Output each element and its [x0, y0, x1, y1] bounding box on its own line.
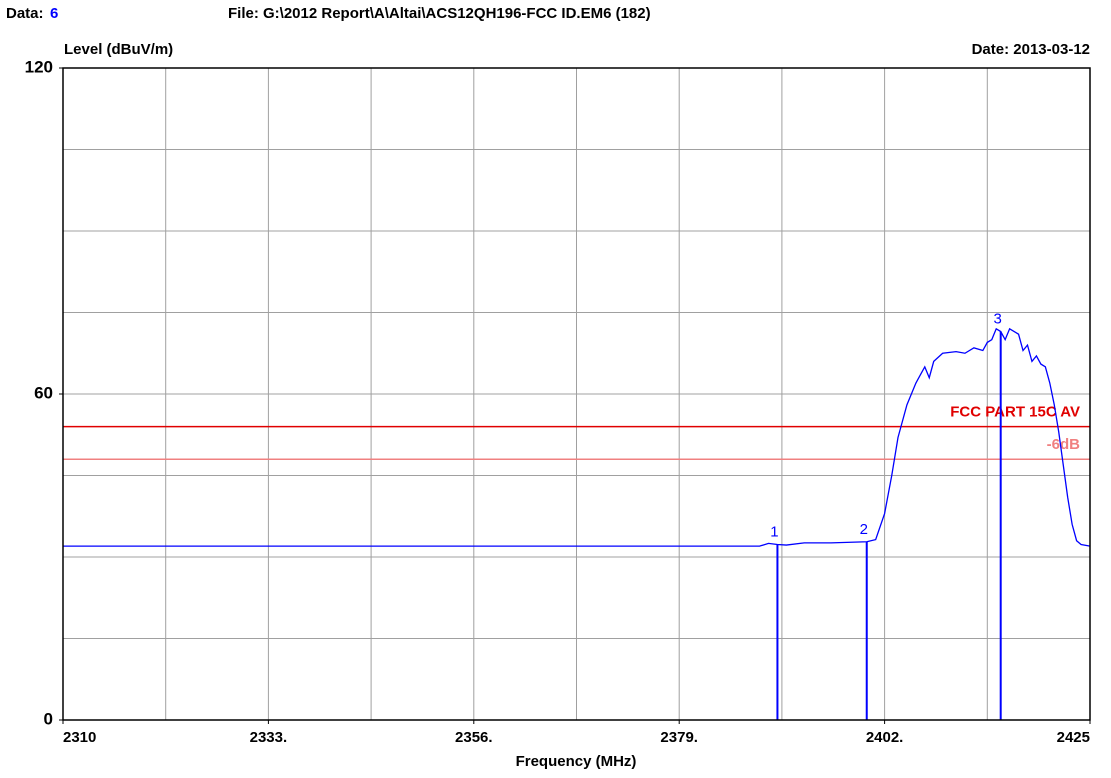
date: Date: 2013-03-12 — [972, 41, 1090, 58]
y-tick-label: 0 — [44, 709, 53, 728]
plot-frame — [62, 67, 1091, 721]
y-axis-label: Level (dBuV/m) — [64, 41, 173, 58]
x-tick-label: 2379. — [660, 729, 698, 746]
data-label: Data: — [6, 5, 44, 22]
x-tick-label: 2356. — [455, 729, 493, 746]
trace — [63, 327, 1091, 547]
x-tick-label: 2333. — [250, 729, 288, 746]
y-tick-label: 60 — [34, 383, 53, 402]
x-axis-label: Frequency (MHz) — [516, 753, 637, 770]
limit-label: FCC PART 15C AV — [950, 404, 1080, 421]
limit-label: -6dB — [1047, 436, 1081, 453]
marker-label: 3 — [994, 310, 1002, 327]
data-number: 6 — [50, 5, 58, 22]
marker-label: 1 — [770, 523, 778, 540]
marker-label: 2 — [860, 521, 868, 538]
x-tick-label: 2402. — [866, 729, 904, 746]
x-tick-label: 2310 — [63, 729, 96, 746]
x-tick-label: 2425 — [1057, 729, 1090, 746]
y-tick-label: 120 — [25, 57, 53, 76]
file-name: File: G:\2012 Report\A\Altai\ACS12QH196-… — [228, 5, 651, 22]
